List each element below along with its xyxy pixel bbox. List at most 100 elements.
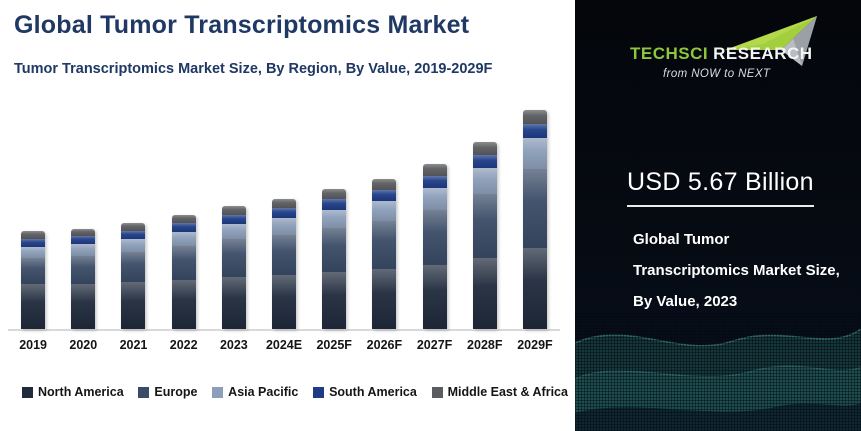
segment-asia-pacific [422, 187, 447, 210]
legend-swatch [313, 386, 325, 398]
segment-europe [221, 239, 246, 277]
brand-primary-text: TechSci [630, 44, 709, 63]
x-tick-2025f: 2025F [316, 338, 352, 352]
segment-europe [272, 234, 297, 275]
segment-south-america [21, 238, 46, 248]
segment-north-america [71, 283, 96, 329]
segment-north-america [322, 272, 347, 329]
caption-line-1: Global Tumor [633, 231, 730, 248]
stacked-bar [121, 223, 146, 329]
x-tick-2020: 2020 [69, 338, 98, 352]
segment-south-america [71, 236, 96, 245]
segment-middle-east-africa [171, 215, 196, 224]
segment-middle-east-africa [121, 223, 146, 231]
stacked-bar [71, 228, 96, 329]
legend-swatch [138, 386, 150, 398]
segment-asia-pacific [322, 210, 347, 228]
bar-2028f [460, 99, 510, 329]
x-tick-2028f: 2028F [467, 338, 503, 352]
legend-label: Europe [154, 385, 198, 399]
segment-asia-pacific [522, 137, 547, 169]
segment-south-america [422, 175, 447, 188]
legend-label: Middle East & Africa [447, 385, 568, 399]
segment-europe [372, 220, 397, 270]
brand-panel: TechSci Research from NOW to NEXT USD 5.6… [575, 0, 861, 431]
stacked-bar [522, 109, 547, 329]
legend-item-south-america: South America [313, 385, 417, 399]
segment-north-america [121, 281, 146, 329]
stacked-bar [322, 189, 347, 329]
segment-europe [522, 168, 547, 249]
segment-middle-east-africa [522, 109, 547, 124]
caption-line-2: Transcriptomics Market Size, [633, 262, 840, 279]
bar-2025f [309, 99, 359, 329]
legend-swatch [212, 386, 224, 398]
chart-plot: 2019 2020 2021 2022 2023 2024E 2025F 2026F 2027F… [8, 99, 560, 352]
bar-2027f [410, 99, 460, 329]
wave-background [575, 328, 861, 431]
market-value: USD 5.67 Billion [627, 168, 814, 207]
segment-middle-east-africa [21, 231, 46, 239]
segment-middle-east-africa [472, 142, 497, 155]
segment-south-america [272, 208, 297, 219]
segment-europe [71, 256, 96, 284]
x-axis-labels: 2019 2020 2021 2022 2023 2024E 2025F 2026F 2027F… [8, 331, 560, 352]
legend-swatch [431, 386, 443, 398]
page-title: Global Tumor Transcriptomics Market [14, 11, 470, 39]
segment-europe [21, 258, 46, 284]
segment-middle-east-africa [422, 164, 447, 176]
segment-middle-east-africa [272, 199, 297, 209]
stacked-bar [221, 206, 246, 329]
bar-2024e [259, 99, 309, 329]
segment-asia-pacific [472, 167, 497, 194]
segment-europe [171, 246, 196, 280]
stacked-bar [422, 164, 447, 329]
segment-north-america [422, 265, 447, 329]
segment-middle-east-africa [322, 189, 347, 200]
legend-label: South America [329, 385, 417, 399]
x-tick-2026f: 2026F [366, 338, 403, 352]
segment-north-america [21, 283, 46, 329]
segment-asia-pacific [372, 201, 397, 221]
stacked-bar [171, 215, 196, 329]
bar-2022 [159, 99, 209, 329]
stacked-bar [372, 179, 397, 329]
segment-south-america [221, 214, 246, 224]
chart-subtitle: Tumor Transcriptomics Market Size, By Re… [14, 61, 493, 77]
brand-secondary-text: Research [713, 44, 813, 63]
segment-middle-east-africa [221, 206, 246, 215]
segment-north-america [522, 248, 547, 329]
bar-2019 [8, 99, 58, 329]
segment-south-america [121, 230, 146, 239]
x-tick-2027f: 2027F [416, 338, 453, 352]
legend-swatch [22, 386, 33, 398]
techsci-logo: TechSci Research from NOW to NEXT [575, 6, 861, 91]
legend-label: Asia Pacific [228, 385, 299, 399]
segment-south-america [472, 154, 497, 168]
segment-north-america [372, 269, 397, 329]
segment-europe [121, 251, 146, 282]
legend-item-middle-east-africa: Middle East & Africa [431, 385, 568, 399]
plot-area [8, 99, 560, 331]
x-tick-2019: 2019 [19, 338, 47, 352]
segment-middle-east-africa [372, 179, 397, 190]
bar-2020 [58, 99, 108, 329]
x-tick-2023: 2023 [219, 338, 248, 352]
segment-north-america [171, 279, 196, 329]
bar-2029f [510, 99, 560, 329]
stacked-bar [472, 142, 497, 329]
legend-item-asia-pacific: Asia Pacific [212, 385, 298, 399]
segment-middle-east-africa [71, 228, 96, 237]
market-value-caption: Global Tumor Transcriptomics Market Size… [633, 224, 840, 317]
arrow-icon [725, 16, 817, 66]
x-tick-2021: 2021 [119, 338, 148, 352]
segment-asia-pacific [71, 244, 96, 256]
brand-wordmark: TechSci Research [630, 44, 813, 64]
segment-south-america [372, 189, 397, 202]
x-tick-2024e: 2024E [265, 338, 303, 352]
caption-line-3: By Value, 2023 [633, 293, 738, 310]
legend-label: North America [38, 385, 124, 399]
legend: North America Europe Asia Pacific South Ame… [22, 385, 568, 399]
segment-south-america [322, 199, 347, 211]
